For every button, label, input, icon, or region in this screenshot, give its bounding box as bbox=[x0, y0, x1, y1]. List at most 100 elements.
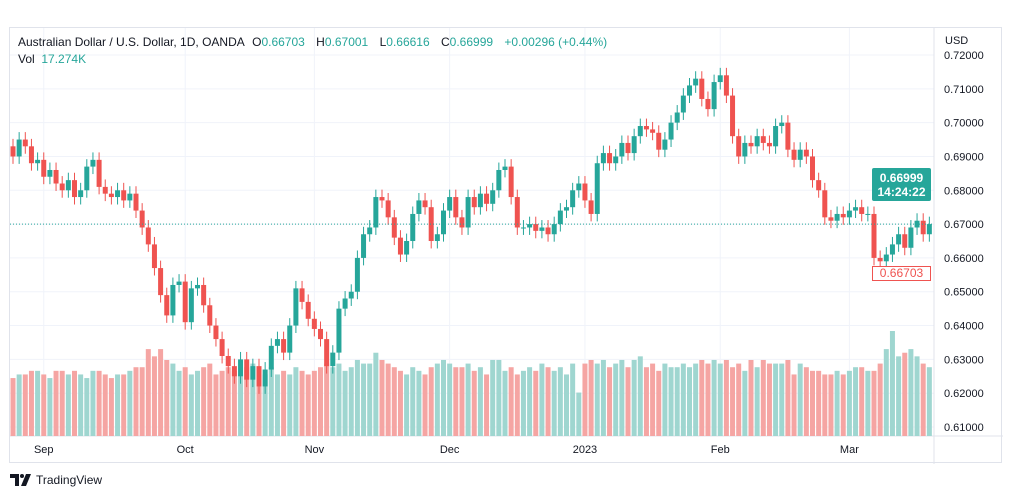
candle-body bbox=[342, 298, 348, 309]
volume-bar bbox=[287, 374, 293, 436]
volume-bar bbox=[35, 370, 41, 436]
candle-body bbox=[250, 366, 256, 380]
candle-body bbox=[391, 217, 397, 238]
volume-bar bbox=[484, 374, 490, 436]
candle-body bbox=[164, 295, 170, 316]
candle-body bbox=[28, 146, 34, 164]
candle-body bbox=[736, 136, 742, 157]
candle-body bbox=[926, 224, 932, 235]
volume-bar bbox=[471, 370, 477, 436]
candle-body bbox=[262, 369, 268, 387]
symbol-title[interactable]: Australian Dollar / U.S. Dollar, 1D, OAN… bbox=[18, 35, 245, 49]
volume-bar bbox=[238, 374, 244, 436]
candle-body bbox=[723, 75, 729, 96]
open-price-tag: 0.66703 bbox=[872, 266, 931, 281]
volume-bar bbox=[16, 374, 22, 436]
candle-body bbox=[373, 197, 379, 228]
candle-body bbox=[508, 166, 514, 198]
volume-bar bbox=[607, 367, 613, 436]
price-chart[interactable]: 0.72000 0.71000 0.70000 0.69000 0.68000 0.670… bbox=[10, 28, 1003, 464]
volume-bar bbox=[871, 370, 877, 436]
candle-body bbox=[121, 190, 127, 201]
volume-bar bbox=[810, 370, 815, 436]
candle-body bbox=[336, 308, 342, 353]
volume-bar bbox=[687, 367, 692, 436]
volume-bar bbox=[754, 367, 760, 436]
volume-bar bbox=[520, 370, 526, 436]
currency-label: USD bbox=[945, 35, 969, 47]
symbol-legend: Australian Dollar / U.S. Dollar, 1D, OAN… bbox=[18, 35, 608, 49]
volume-bar bbox=[926, 367, 932, 436]
volume-bar bbox=[797, 363, 803, 436]
candle-body bbox=[477, 193, 483, 208]
y-tick-label: 0.69000 bbox=[944, 151, 984, 163]
candle-body bbox=[244, 359, 250, 380]
volume-bar bbox=[262, 374, 268, 436]
candle-body bbox=[822, 190, 828, 218]
volume-bar bbox=[834, 370, 840, 436]
chart-frame[interactable]: 0.72000 0.71000 0.70000 0.69000 0.68000 0.670… bbox=[9, 27, 1003, 464]
volume-bar bbox=[281, 370, 287, 436]
volume-bar bbox=[219, 370, 225, 436]
volume-bar bbox=[631, 359, 637, 436]
candle-body bbox=[311, 318, 317, 329]
volume-bar bbox=[539, 363, 545, 436]
y-tick-label: 0.65000 bbox=[944, 287, 984, 299]
candle-body bbox=[404, 241, 410, 255]
candle-body bbox=[674, 112, 680, 123]
candle-body bbox=[668, 122, 674, 140]
volume-bar bbox=[102, 374, 108, 436]
volume-bar bbox=[600, 359, 606, 436]
volume-bar bbox=[182, 367, 188, 436]
volume-bar bbox=[10, 378, 16, 436]
y-tick-label: 0.63000 bbox=[944, 354, 984, 366]
candle-body bbox=[687, 85, 692, 96]
volume-bar bbox=[557, 367, 563, 436]
tradingview-logo[interactable]: TradingView bbox=[10, 473, 102, 487]
volume-bar bbox=[385, 363, 391, 436]
candle-body bbox=[564, 207, 569, 211]
candle-body bbox=[176, 281, 182, 285]
y-tick-label: 0.67000 bbox=[944, 219, 984, 231]
volume-bar bbox=[465, 363, 471, 436]
volume-bar bbox=[766, 363, 772, 436]
candle-body bbox=[791, 149, 797, 160]
candle-body bbox=[170, 284, 176, 316]
volume-bar bbox=[717, 363, 723, 436]
candle-body bbox=[201, 284, 207, 306]
candle-body bbox=[65, 180, 71, 191]
volume-bar bbox=[72, 370, 77, 436]
volume-bar bbox=[324, 363, 330, 436]
volume-bar bbox=[699, 359, 705, 436]
candle-body bbox=[662, 139, 668, 150]
volume-bar bbox=[428, 367, 434, 436]
volume-bar bbox=[920, 363, 926, 436]
candle-body bbox=[256, 366, 262, 387]
volume-bar bbox=[213, 374, 219, 436]
candle-body bbox=[594, 163, 600, 214]
volume-bar bbox=[416, 370, 422, 436]
candle-body bbox=[490, 190, 496, 204]
candle-body bbox=[213, 325, 219, 340]
volume-bar bbox=[551, 370, 557, 436]
volume-bar bbox=[846, 370, 852, 436]
volume-bar bbox=[883, 349, 889, 436]
candle-body bbox=[158, 268, 164, 296]
low-value: 0.66616 bbox=[386, 35, 430, 49]
candle-body bbox=[539, 227, 545, 231]
candle-body bbox=[361, 234, 367, 258]
candle-body bbox=[853, 207, 859, 211]
volume-bar bbox=[527, 367, 533, 436]
volume-bar bbox=[576, 392, 582, 436]
volume-bar bbox=[582, 363, 588, 436]
candle-body bbox=[428, 207, 434, 242]
volume-bar bbox=[822, 374, 828, 436]
volume-bar bbox=[367, 363, 373, 436]
volume-bar bbox=[330, 367, 336, 436]
candle-body bbox=[533, 224, 539, 231]
candle-body bbox=[588, 200, 594, 214]
volume-bar bbox=[643, 367, 649, 436]
volume-bar bbox=[908, 349, 914, 436]
candle-body bbox=[730, 95, 736, 137]
x-tick-label: Feb bbox=[711, 444, 730, 456]
